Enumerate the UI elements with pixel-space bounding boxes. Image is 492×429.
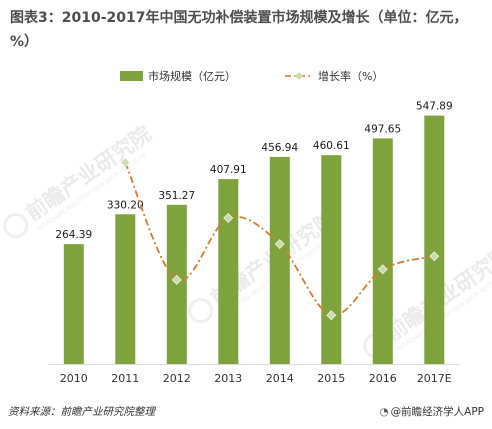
chart-title: 图表3：2010-2017年中国无功补偿装置市场规模及增长（单位：亿元，%） [10, 10, 468, 50]
bar-2016 [372, 138, 393, 364]
bar-value-label-2016: 497.65 [364, 123, 401, 135]
legend-bar-label: 市场规模（亿元） [148, 69, 236, 83]
bar-2017E [424, 115, 445, 364]
publisher-logo-text: @前瞻经济学人APP [390, 406, 484, 418]
bar-value-label-2010: 264.39 [55, 229, 92, 241]
legend-bar-swatch [120, 71, 143, 81]
x-tick-label-2014: 2014 [266, 372, 294, 385]
bar-2011 [115, 214, 136, 364]
x-tick-label-2013: 2013 [214, 372, 242, 385]
source-note: 资料来源：前瞻产业研究院整理 [8, 406, 155, 418]
bar-value-label-2012: 351.27 [158, 190, 195, 202]
legend: 市场规模（亿元） 增长率（%） [120, 69, 383, 83]
x-tick-label-2012: 2012 [163, 372, 191, 385]
bar-value-label-2017E: 547.89 [416, 101, 453, 113]
x-axis: 2010 2011 2012 2013 2014 2015 2016 2017E [48, 364, 460, 385]
bar-2013 [218, 179, 239, 364]
bar-series [63, 115, 445, 364]
x-tick-label-2011: 2011 [111, 372, 139, 385]
growth-line [124, 162, 435, 317]
bar-value-label-2014: 456.94 [261, 142, 298, 154]
bar-2014 [269, 156, 290, 364]
x-tick-label-2010: 2010 [60, 372, 88, 385]
bar-value-label-2013: 407.91 [210, 164, 247, 176]
bar-value-labels: 264.39 330.20 351.27 407.91 456.94 460.61 497.… [55, 101, 452, 242]
growth-point-2012 [171, 274, 182, 285]
watermark-logo-icon [3, 213, 29, 239]
bar-2010 [63, 244, 84, 364]
legend-line-marker [295, 72, 303, 80]
legend-line-label: 增长率（%） [318, 69, 383, 83]
growth-point-2013 [223, 213, 234, 223]
qianzhan-logo-icon: ◔ [379, 406, 389, 418]
growth-point-2015 [326, 310, 337, 321]
growth-point-2011 [120, 157, 131, 168]
x-tick-label-2016: 2016 [369, 372, 397, 385]
x-tick-label-2017E: 2017E [417, 372, 452, 385]
growth-line-series [120, 157, 440, 321]
bar-2015 [321, 155, 342, 364]
bar-value-label-2011: 330.20 [107, 199, 144, 211]
bar-value-label-2015: 460.61 [313, 140, 350, 152]
growth-point-2016 [377, 264, 388, 275]
x-tick-label-2015: 2015 [317, 372, 345, 385]
growth-point-2017E [429, 251, 440, 262]
publisher-logo: ◔ @前瞻经济学人APP [379, 404, 484, 419]
watermark-logo-icon [188, 298, 214, 324]
growth-point-2014 [274, 239, 285, 249]
